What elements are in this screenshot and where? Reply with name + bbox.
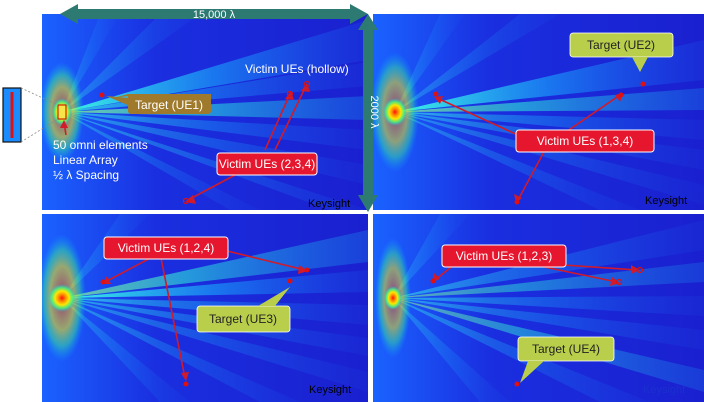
target-ue4-label: Target (UE4) (532, 342, 600, 356)
victim-ue124-label: Victim UEs (1,2,4) (118, 241, 214, 255)
panel-ue1 (42, 14, 368, 210)
watermark-p4: Keysight (643, 384, 685, 396)
array-info-line1: 50 omni elements (53, 138, 148, 152)
height-label: 2000 λ (368, 95, 380, 129)
panel-ue4 (373, 214, 704, 402)
panel-ue2 (373, 14, 704, 210)
width-label: 15,000 λ (193, 9, 236, 21)
array-marker (57, 104, 67, 120)
victim-ue123-label: Victim UEs (1,2,3) (456, 249, 552, 263)
array-info-line2: Linear Array (53, 153, 118, 167)
watermark-p3: Keysight (309, 384, 351, 396)
watermark-p2: Keysight (645, 195, 687, 207)
labels: 15,000 λ 2000 λ 50 omni elements Linear … (53, 9, 687, 396)
target-ue1-label: Target (UE1) (135, 98, 203, 112)
target-ue2-label: Target (UE2) (587, 38, 655, 52)
width-dimension (60, 4, 368, 24)
array-info-line3: ½ λ Spacing (53, 168, 119, 182)
watermark-p1: Keysight (308, 198, 350, 210)
victim-ue134-label: Victim UEs (1,3,4) (537, 134, 633, 148)
ue-markers (99, 80, 646, 387)
victim-hollow-label: Victim UEs (hollow) (245, 62, 349, 76)
victim-ue234-label: Victim UEs (2,3,4) (219, 157, 315, 171)
panel-ue2-beams (373, 14, 704, 210)
array-inset (2, 87, 59, 143)
callouts (103, 32, 674, 383)
height-dimension (358, 14, 378, 212)
target-ue3-label: Target (UE3) (209, 312, 277, 326)
